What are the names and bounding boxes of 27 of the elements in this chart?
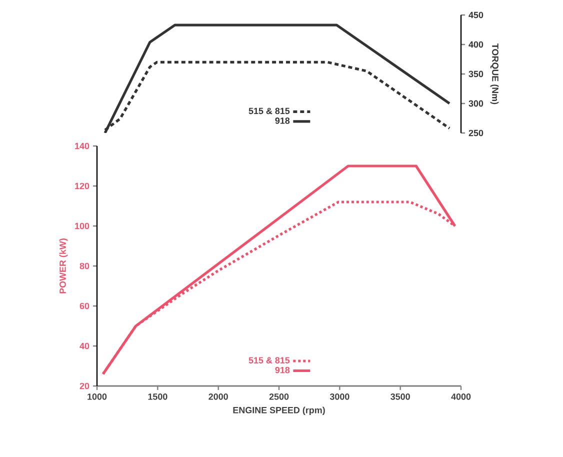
x-tick-label: 3500 xyxy=(390,394,410,400)
y-axis-title: TORQUE (Nm) xyxy=(490,44,499,104)
y-tick-label: 250 xyxy=(468,130,484,136)
y-tick-label: 300 xyxy=(468,100,484,107)
y-tick-label: 20 xyxy=(80,382,90,390)
x-tick-label: 3000 xyxy=(330,394,350,400)
line-series xyxy=(104,24,451,133)
y-tick-label: 80 xyxy=(80,262,90,270)
legend-label: 918 xyxy=(275,118,290,124)
y-tick-label: 350 xyxy=(468,70,484,78)
x-tick-label: 2000 xyxy=(208,394,228,400)
y-tick-label: 40 xyxy=(80,342,90,350)
x-axis-title: ENGINE SPEED (rpm) xyxy=(233,406,325,416)
x-tick-label: 1500 xyxy=(148,394,168,400)
legend-label: 918 xyxy=(275,366,290,374)
y-tick-label: 450 xyxy=(468,12,484,18)
x-tick-label: 2500 xyxy=(269,394,289,400)
y-tick-label: 120 xyxy=(75,182,90,190)
x-tick-label: 1000 xyxy=(88,394,107,400)
legend-label: 515 & 815 xyxy=(248,357,290,364)
y-tick-label: 140 xyxy=(75,142,90,150)
legend-label: 515 & 815 xyxy=(248,108,290,114)
y-tick-label: 100 xyxy=(75,222,90,230)
y-tick-label: 400 xyxy=(468,41,484,48)
x-tick-label: 4000 xyxy=(451,394,471,400)
y-axis-title: POWER (kW) xyxy=(59,238,68,294)
y-tick-label: 60 xyxy=(80,302,90,310)
